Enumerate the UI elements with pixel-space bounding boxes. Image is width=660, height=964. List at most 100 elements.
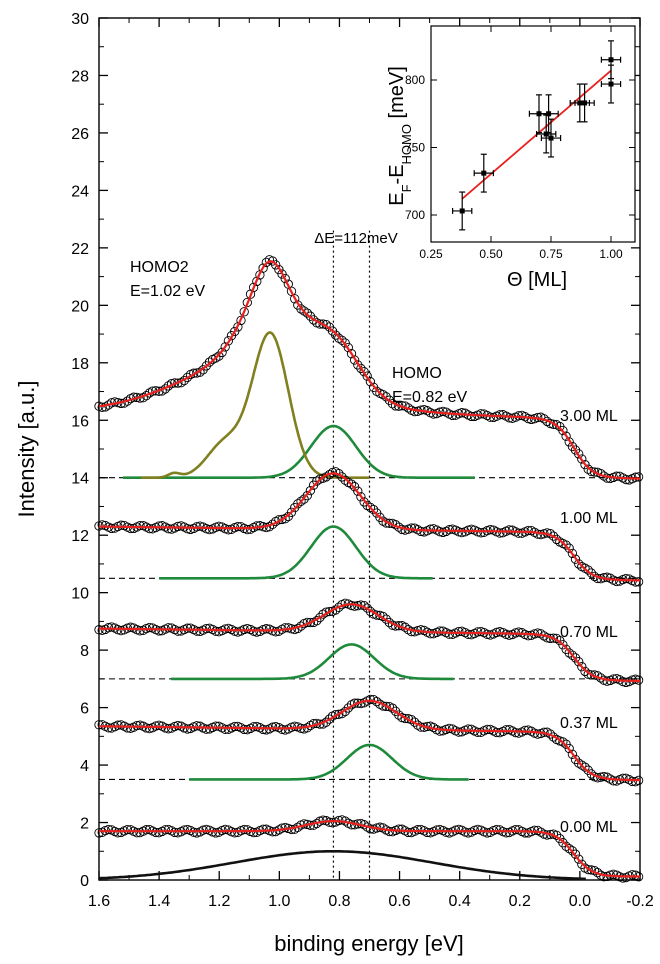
data-marker	[223, 336, 234, 346]
fit-curve-300	[98, 260, 640, 480]
data-marker	[428, 409, 439, 419]
data-marker	[463, 724, 473, 734]
data-marker	[337, 472, 347, 482]
data-marker	[192, 626, 202, 636]
data-marker	[618, 873, 628, 883]
y-tick-label: 28	[71, 68, 89, 85]
component-homo-curve	[159, 525, 433, 580]
data-marker	[457, 527, 467, 538]
data-marker	[204, 524, 215, 535]
fit-curve-100	[99, 472, 640, 582]
data-marker	[627, 776, 637, 787]
data-marker	[586, 568, 596, 578]
data-marker	[252, 627, 262, 637]
data-marker	[504, 525, 514, 535]
inset-axis-ticks: 0.25 0.50 0.75 1.00 700 750 800	[405, 26, 635, 261]
component-homo-curve	[189, 743, 469, 781]
data-marker	[362, 500, 372, 511]
inset-x-tick-label: 0.25	[419, 247, 443, 261]
data-marker	[384, 826, 394, 837]
coverage-label-0-70: 0.70 ML	[560, 624, 618, 641]
data-marker	[132, 720, 142, 731]
data-marker	[473, 727, 483, 737]
x-tick-label: 1.4	[148, 893, 170, 910]
data-marker	[97, 402, 107, 412]
data-marker	[353, 698, 363, 708]
x-tick-label: 1.2	[208, 893, 230, 910]
data-marker	[327, 818, 338, 828]
data-marker	[267, 519, 278, 529]
data-marker	[239, 724, 249, 735]
data-marker	[548, 531, 559, 541]
data-marker	[239, 824, 249, 835]
measured-spectra	[94, 255, 644, 883]
data-marker	[630, 472, 641, 482]
y-tick-label: 30	[71, 11, 89, 28]
annotation-homo-name: HOMO	[392, 365, 442, 382]
data-marker	[403, 827, 413, 838]
data-marker	[211, 626, 221, 636]
data-marker	[504, 413, 514, 423]
data-marker	[334, 333, 344, 343]
y-tick-label: 26	[71, 126, 89, 143]
component-homo-curve	[123, 424, 475, 479]
data-marker	[211, 721, 221, 731]
data-marker	[567, 650, 578, 660]
data-marker	[242, 524, 252, 535]
data-marker	[182, 623, 193, 633]
x-tick-label: 0.2	[509, 893, 531, 910]
y-tick-label: 12	[71, 528, 89, 545]
data-marker	[523, 525, 533, 536]
data-marker	[447, 410, 458, 421]
data-marker	[220, 724, 230, 734]
inset-data-point	[608, 81, 614, 87]
main-spectra-plot: 1.6 1.4 1.2 1.0 0.8 0.6 0.4 0.2 0.0 -0.2024681012…	[14, 11, 654, 956]
inset-data-point	[459, 208, 465, 214]
data-marker	[510, 824, 521, 835]
data-marker	[173, 378, 183, 388]
data-marker	[621, 474, 631, 485]
peak-components	[98, 331, 586, 881]
data-marker	[163, 623, 174, 633]
data-marker	[611, 471, 622, 481]
y-tick-label: 20	[71, 298, 89, 315]
data-marker	[630, 577, 641, 587]
inset-data-point	[543, 131, 549, 137]
data-marker	[416, 526, 426, 537]
inset-data-points	[452, 40, 622, 231]
data-marker	[558, 838, 568, 848]
inset-data-point	[548, 135, 554, 141]
data-marker	[580, 762, 590, 772]
data-marker	[454, 727, 464, 737]
data-marker	[346, 479, 357, 489]
data-marker	[422, 827, 432, 838]
data-marker	[324, 606, 335, 617]
fit-curve-070	[99, 603, 640, 683]
data-marker	[394, 824, 404, 834]
annotation-homo2-energy: E=1.02 eV	[130, 283, 206, 300]
data-marker	[201, 623, 211, 634]
data-marker	[327, 467, 338, 478]
data-marker	[463, 629, 473, 639]
data-marker	[570, 754, 581, 765]
data-marker	[296, 304, 306, 314]
data-marker	[353, 486, 363, 496]
data-marker	[580, 459, 590, 470]
data-marker	[570, 849, 581, 859]
data-marker	[491, 727, 502, 738]
data-marker	[103, 723, 114, 733]
data-marker	[220, 824, 230, 835]
data-marker	[182, 372, 193, 383]
data-marker	[230, 326, 240, 337]
data-marker	[583, 864, 593, 875]
data-marker	[425, 524, 436, 534]
data-marker	[182, 724, 193, 734]
x-tick-label: 0.4	[449, 893, 471, 910]
data-marker	[586, 466, 596, 477]
x-tick-label: 0.6	[388, 893, 410, 910]
data-marker	[230, 828, 240, 838]
data-marker	[473, 824, 483, 835]
annotation-homo2-name: HOMO2	[130, 259, 189, 276]
data-marker	[501, 725, 511, 735]
